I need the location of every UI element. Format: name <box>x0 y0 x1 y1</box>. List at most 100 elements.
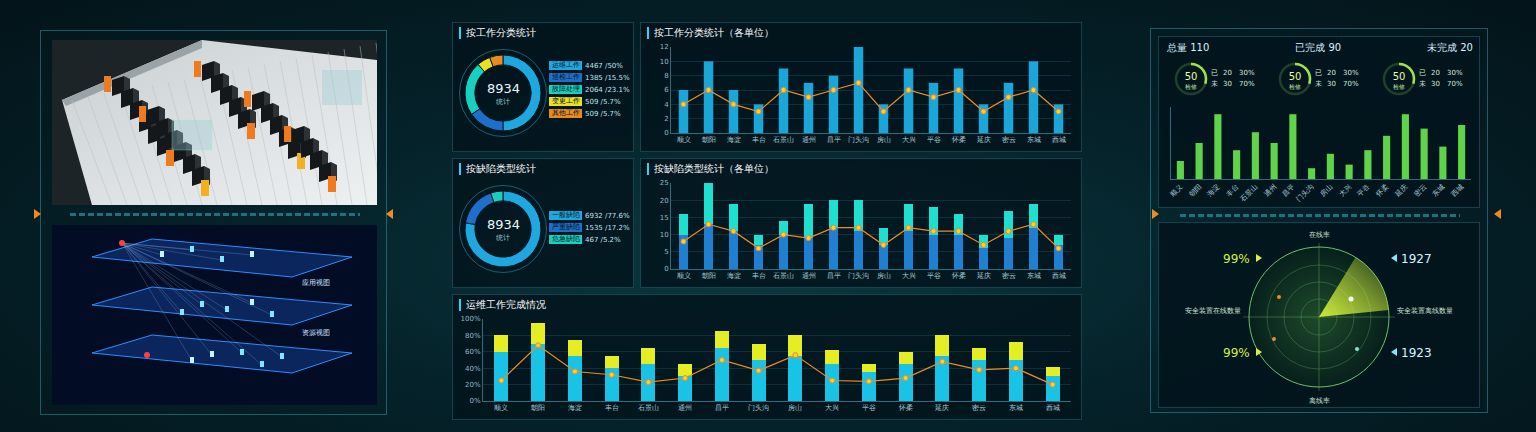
svg-text:20: 20 <box>1223 69 1232 77</box>
svg-text:平谷: 平谷 <box>927 136 941 144</box>
svg-text:8934: 8934 <box>487 81 520 96</box>
svg-text:70%: 70% <box>1447 80 1463 88</box>
svg-text:15: 15 <box>660 214 669 222</box>
svg-text:通州: 通州 <box>802 136 816 144</box>
svg-text:20: 20 <box>660 197 669 205</box>
svg-text:应用视图: 应用视图 <box>302 279 330 287</box>
svg-text:朝阳: 朝阳 <box>702 272 716 280</box>
svg-text:房山: 房山 <box>877 136 891 144</box>
svg-text:通州: 通州 <box>802 272 816 280</box>
svg-text:丰台: 丰台 <box>605 404 619 412</box>
svg-text:朝阳: 朝阳 <box>1187 183 1203 199</box>
svg-text:石景山: 石景山 <box>638 404 659 412</box>
svg-text:检修: 检修 <box>1185 83 1197 90</box>
svg-text:平谷: 平谷 <box>862 404 876 412</box>
svg-text:密云: 密云 <box>972 404 986 412</box>
svg-text:延庆: 延庆 <box>976 272 991 280</box>
svg-text:检修: 检修 <box>1289 83 1301 90</box>
svg-text:0%: 0% <box>469 397 480 405</box>
svg-text:平谷: 平谷 <box>1356 183 1372 199</box>
svg-text:30: 30 <box>1431 80 1440 88</box>
svg-text:50: 50 <box>1185 71 1198 82</box>
svg-text:顺义: 顺义 <box>1169 183 1185 199</box>
svg-text:房山: 房山 <box>877 272 891 280</box>
svg-text:大兴: 大兴 <box>825 404 839 412</box>
svg-text:大兴: 大兴 <box>902 136 916 144</box>
svg-text:门头沟: 门头沟 <box>848 272 869 280</box>
svg-text:延庆: 延庆 <box>934 404 949 412</box>
svg-text:密云: 密云 <box>1002 136 1016 144</box>
svg-text:已: 已 <box>1315 69 1322 77</box>
svg-text:99%: 99% <box>1223 252 1250 266</box>
svg-text:统计: 统计 <box>496 234 510 242</box>
svg-text:东城: 东城 <box>1431 183 1447 199</box>
svg-text:6: 6 <box>664 86 669 94</box>
svg-text:5: 5 <box>664 248 668 256</box>
svg-text:西城: 西城 <box>1052 136 1066 144</box>
svg-text:25: 25 <box>660 179 669 187</box>
svg-text:顺义: 顺义 <box>677 136 691 144</box>
svg-text:房山: 房山 <box>1319 183 1335 199</box>
svg-text:安全装置在线数量: 安全装置在线数量 <box>1185 307 1241 315</box>
svg-text:海淀: 海淀 <box>727 272 741 280</box>
svg-text:石景山: 石景山 <box>773 272 794 280</box>
svg-text:50: 50 <box>1393 71 1406 82</box>
svg-text:昌平: 昌平 <box>715 404 729 412</box>
svg-text:70%: 70% <box>1343 80 1359 88</box>
svg-text:怀柔: 怀柔 <box>951 272 966 280</box>
svg-text:0: 0 <box>664 265 668 273</box>
svg-text:密云: 密云 <box>1002 272 1016 280</box>
svg-text:12: 12 <box>660 43 669 51</box>
svg-text:30%: 30% <box>1447 69 1463 77</box>
svg-text:石景山: 石景山 <box>773 136 794 144</box>
svg-text:昌平: 昌平 <box>827 272 841 280</box>
svg-text:未: 未 <box>1211 80 1218 88</box>
svg-text:怀柔: 怀柔 <box>898 404 913 412</box>
svg-text:平谷: 平谷 <box>927 272 941 280</box>
svg-text:离线率: 离线率 <box>1309 397 1330 405</box>
svg-text:70%: 70% <box>1239 80 1255 88</box>
svg-text:30%: 30% <box>1343 69 1359 77</box>
svg-text:资源视图: 资源视图 <box>302 329 330 337</box>
svg-text:10: 10 <box>660 231 669 239</box>
svg-text:门头沟: 门头沟 <box>848 136 869 144</box>
svg-text:未: 未 <box>1315 80 1322 88</box>
svg-text:海淀: 海淀 <box>1206 183 1222 199</box>
svg-text:1927: 1927 <box>1401 252 1432 266</box>
svg-text:20: 20 <box>1431 69 1440 77</box>
svg-text:40%: 40% <box>465 365 481 373</box>
svg-text:80%: 80% <box>465 332 481 340</box>
svg-text:安全装置离线数量: 安全装置离线数量 <box>1397 307 1453 315</box>
svg-text:怀柔: 怀柔 <box>951 136 966 144</box>
svg-text:丰台: 丰台 <box>752 272 766 280</box>
svg-text:大兴: 大兴 <box>902 272 916 280</box>
svg-text:2: 2 <box>664 115 668 123</box>
svg-text:1923: 1923 <box>1401 346 1432 360</box>
svg-text:99%: 99% <box>1223 346 1250 360</box>
svg-text:通州: 通州 <box>678 404 692 412</box>
svg-text:100%: 100% <box>461 315 481 323</box>
svg-text:延庆: 延庆 <box>1393 183 1409 199</box>
svg-text:西城: 西城 <box>1052 272 1066 280</box>
svg-text:统计: 统计 <box>496 98 510 106</box>
svg-text:丰台: 丰台 <box>1225 183 1241 199</box>
svg-text:10: 10 <box>660 58 669 66</box>
svg-text:顺义: 顺义 <box>494 404 508 412</box>
svg-text:怀柔: 怀柔 <box>1374 183 1390 199</box>
svg-text:房山: 房山 <box>788 404 802 412</box>
svg-text:检修: 检修 <box>1393 83 1405 90</box>
svg-text:东城: 东城 <box>1027 136 1041 144</box>
svg-text:已: 已 <box>1419 69 1426 77</box>
svg-text:已: 已 <box>1211 69 1218 77</box>
svg-text:门头沟: 门头沟 <box>748 404 769 412</box>
svg-text:朝阳: 朝阳 <box>531 404 545 412</box>
svg-text:石景山: 石景山 <box>1239 183 1260 204</box>
svg-text:西城: 西城 <box>1046 404 1060 412</box>
svg-text:朝阳: 朝阳 <box>702 136 716 144</box>
svg-text:20: 20 <box>1327 69 1336 77</box>
svg-text:西城: 西城 <box>1450 183 1466 199</box>
svg-text:密云: 密云 <box>1412 183 1428 199</box>
svg-text:延庆: 延庆 <box>976 136 991 144</box>
svg-text:未: 未 <box>1419 80 1426 88</box>
svg-text:0: 0 <box>664 129 668 137</box>
